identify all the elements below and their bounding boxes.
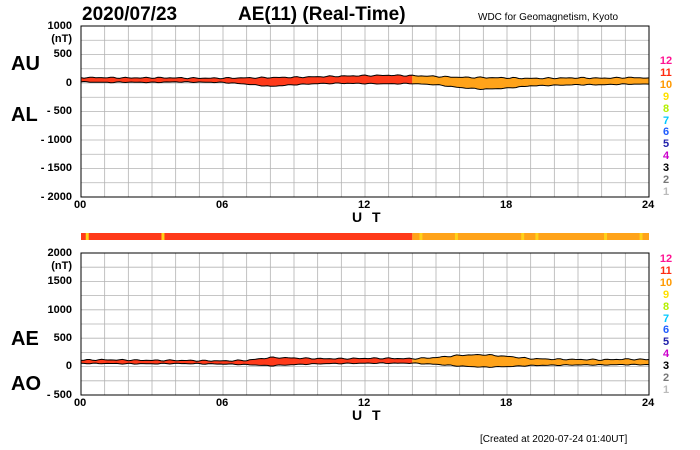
source-label: WDC for Geomagnetism, Kyoto <box>478 12 619 23</box>
status-tick <box>454 233 458 240</box>
x-tick: 18 <box>500 199 513 211</box>
level-label: 4 <box>662 150 670 163</box>
series-au-line <box>80 74 650 80</box>
x-tick: 24 <box>642 199 655 211</box>
status-segment <box>412 233 649 240</box>
level-label: 6 <box>662 324 670 337</box>
status-tick <box>419 233 423 240</box>
status-tick <box>161 233 165 240</box>
panel-top <box>80 25 650 198</box>
ao-label: AO <box>11 373 41 395</box>
x-tick: 06 <box>216 397 229 409</box>
y-tick: - 1000 <box>40 134 72 146</box>
level-label: 3 <box>662 162 670 175</box>
level-label: 9 <box>662 90 670 103</box>
level-label: 10 <box>659 276 673 289</box>
chart-date: 2020/07/23 <box>82 4 178 25</box>
x-tick: 06 <box>216 199 229 211</box>
x-axis-label: U T <box>352 209 384 225</box>
y-tick: - 1500 <box>40 162 72 174</box>
y-tick: 1000 <box>47 20 72 32</box>
y-tick: 1500 <box>47 275 72 287</box>
status-tick <box>639 233 643 240</box>
status-tick <box>604 233 608 240</box>
au-label: AU <box>11 53 40 75</box>
al-label: AL <box>11 104 38 126</box>
y-tick: 2000 <box>47 247 72 259</box>
status-segment <box>81 233 413 240</box>
level-label: 5 <box>662 336 670 349</box>
x-tick: 00 <box>74 199 87 211</box>
series-ao-line <box>80 362 650 368</box>
series-al-line <box>80 80 650 91</box>
level-label: 10 <box>659 78 673 91</box>
level-label: 12 <box>659 253 673 265</box>
plot-frame <box>80 25 650 198</box>
y-tick: - 500 <box>46 105 72 117</box>
y-tick: 500 <box>53 48 72 60</box>
level-label: 8 <box>662 300 670 313</box>
level-label: 6 <box>662 126 670 139</box>
level-label: 7 <box>662 312 670 325</box>
y-tick: 500 <box>53 332 72 344</box>
y-tick: - 500 <box>46 389 72 401</box>
y-tick: 0 <box>65 77 72 89</box>
x-tick: 00 <box>74 397 87 409</box>
x-tick: 12 <box>358 397 371 409</box>
level-label: 2 <box>662 372 670 384</box>
level-label: 1 <box>662 383 670 396</box>
level-label: 3 <box>662 360 670 373</box>
y-tick: 0 <box>65 360 72 372</box>
status-bar <box>81 233 649 240</box>
status-tick <box>521 233 525 240</box>
level-label: 12 <box>659 55 673 67</box>
level-label: 8 <box>662 102 670 115</box>
panel-bottom <box>80 252 650 396</box>
x-tick: 18 <box>500 397 513 409</box>
status-tick <box>85 233 89 240</box>
x-tick: 12 <box>358 199 371 211</box>
chart-title: AE(11) (Real-Time) <box>238 4 406 25</box>
y-unit: (nT) <box>51 260 72 272</box>
envelope-red <box>81 357 413 366</box>
level-label: 9 <box>662 288 670 301</box>
level-label: 11 <box>660 264 672 277</box>
x-axis-label: U T <box>352 407 384 423</box>
plot-frame <box>80 252 650 396</box>
status-tick <box>535 233 539 240</box>
level-label: 7 <box>662 114 670 127</box>
created-timestamp: [Created at 2020-07-24 01:40UT] <box>480 434 628 445</box>
level-label: 1 <box>662 185 670 198</box>
level-label: 5 <box>662 138 670 151</box>
level-label: 4 <box>662 348 670 361</box>
y-tick: 1000 <box>47 304 72 316</box>
y-unit: (nT) <box>51 33 72 45</box>
envelope-orange <box>412 354 649 368</box>
level-label: 11 <box>660 66 672 79</box>
series-ae-line <box>80 353 650 362</box>
x-tick: 24 <box>642 397 655 409</box>
y-tick: - 2000 <box>40 191 72 203</box>
ae-label: AE <box>11 328 39 350</box>
level-label: 2 <box>662 174 670 186</box>
